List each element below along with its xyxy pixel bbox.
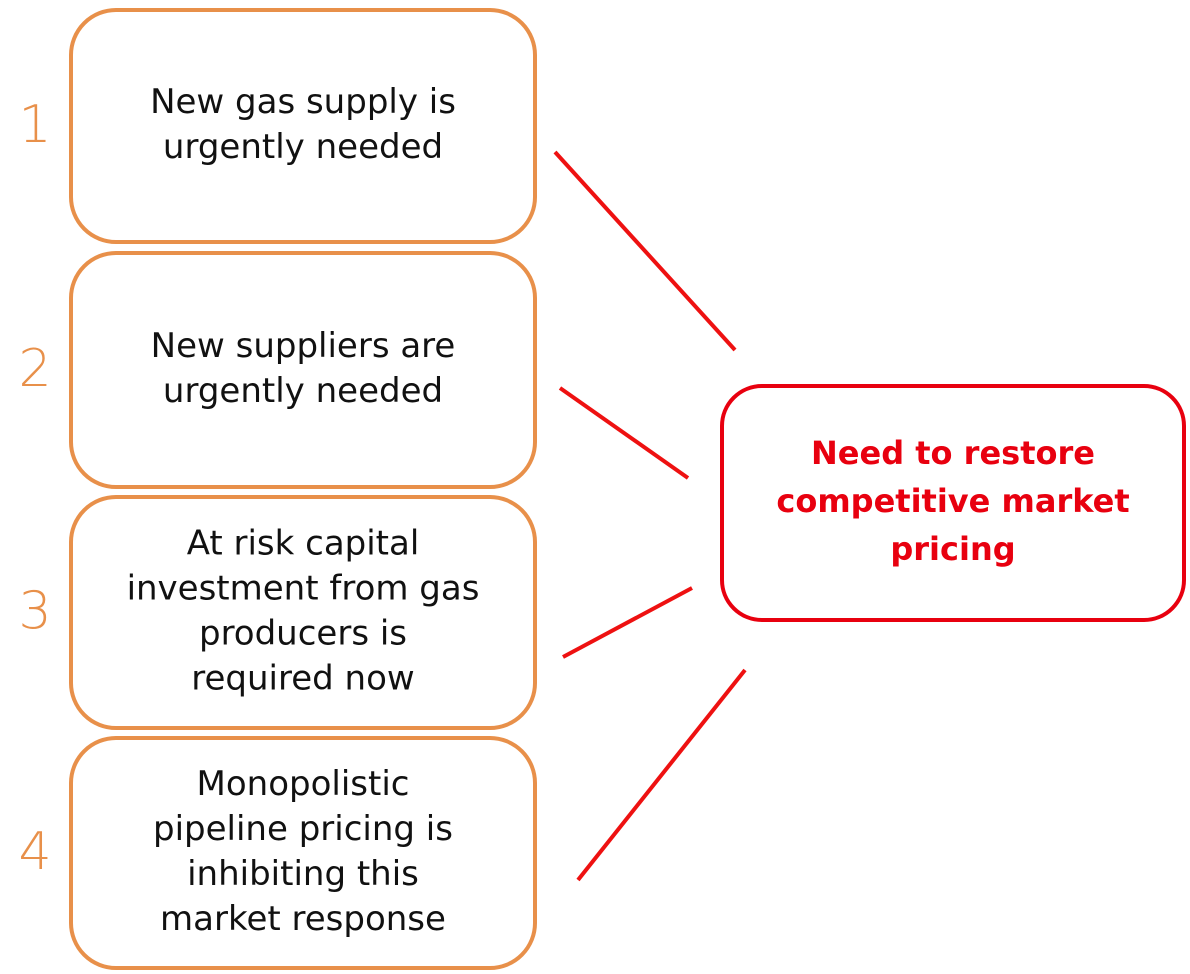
node-label: required now — [191, 659, 414, 699]
node-box — [69, 251, 537, 489]
node-label: investment from gas — [127, 569, 480, 609]
node-number: 2 — [18, 339, 51, 399]
node-number: 1 — [18, 95, 51, 155]
node-number: 3 — [18, 582, 51, 642]
connector — [558, 386, 690, 480]
connector — [562, 586, 693, 659]
connector — [553, 150, 737, 352]
node-label: At risk capital — [187, 524, 420, 564]
node-number: 4 — [18, 822, 51, 882]
node-label: pipeline pricing is — [153, 809, 453, 849]
connector — [576, 668, 747, 882]
node-label: inhibiting this — [187, 854, 419, 894]
target-label: competitive market — [776, 482, 1129, 520]
node-label: New gas supply is — [150, 82, 456, 122]
target-box — [720, 384, 1186, 622]
target-label: pricing — [890, 530, 1015, 568]
node-box — [69, 8, 537, 244]
node-label: urgently needed — [163, 127, 443, 167]
target-label: Need to restore — [811, 434, 1095, 472]
connectors — [553, 150, 747, 882]
node-box — [69, 495, 537, 730]
node-label: producers is — [199, 614, 407, 654]
node-label: market response — [160, 899, 446, 939]
node-box — [69, 736, 537, 970]
node-label: urgently needed — [163, 371, 443, 411]
node-label: New suppliers are — [151, 326, 456, 366]
node-label: Monopolistic — [197, 764, 410, 804]
